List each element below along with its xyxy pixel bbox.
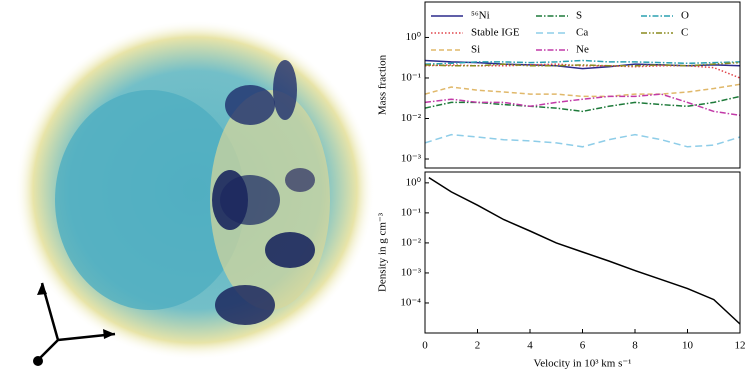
legend-label: Stable IGE — [471, 27, 520, 39]
y-axis-label: Mass fraction — [377, 54, 389, 115]
legend-label: S — [576, 10, 582, 22]
x-tick-label: 6 — [580, 340, 586, 352]
y-tick-label: 10⁻³ — [401, 153, 422, 165]
legend-label: C — [681, 27, 688, 39]
y-tick-label: 10⁻³ — [401, 266, 422, 278]
y-tick-label: 10⁰ — [406, 31, 422, 43]
series-line — [424, 93, 741, 117]
plots: 10⁰ 10⁻¹ 10⁻² 10⁻³ Mass fraction ⁵⁶Ni Stable I… — [377, 1, 746, 370]
series-line — [424, 63, 741, 79]
series-line — [424, 133, 741, 148]
y-tick-label: 10⁰ — [406, 176, 422, 188]
x-tick-label: 10 — [682, 340, 694, 352]
x-tick-label: 4 — [527, 340, 533, 352]
series-line — [424, 83, 741, 98]
density-line — [428, 176, 741, 325]
y-tick-label: 10⁻² — [401, 236, 422, 248]
legend-label: Ca — [576, 27, 588, 39]
y-tick-label: 10⁻² — [401, 112, 422, 124]
x-tick-label: 8 — [632, 340, 638, 352]
series-line — [424, 59, 741, 65]
legend-label: ⁵⁶Ni — [471, 10, 490, 22]
y-axis-label: Density in g cm⁻³ — [377, 212, 389, 292]
axes-frame — [424, 171, 741, 334]
legend-label: Si — [471, 44, 480, 56]
x-tick-label: 0 — [422, 340, 428, 352]
legend-label: O — [681, 10, 689, 22]
legend-label: Ne — [576, 44, 589, 56]
x-axis-label: Velocity in 10³ km s⁻¹ — [534, 358, 632, 370]
x-tick-label: 12 — [735, 340, 746, 352]
y-tick-label: 10⁻¹ — [401, 72, 421, 84]
axes-frame — [424, 1, 741, 169]
y-tick-label: 10⁻⁴ — [400, 297, 421, 309]
series-line — [424, 95, 741, 113]
volume-rendering — [15, 20, 375, 366]
x-tick-label: 2 — [475, 340, 481, 352]
y-tick-label: 10⁻¹ — [401, 206, 421, 218]
